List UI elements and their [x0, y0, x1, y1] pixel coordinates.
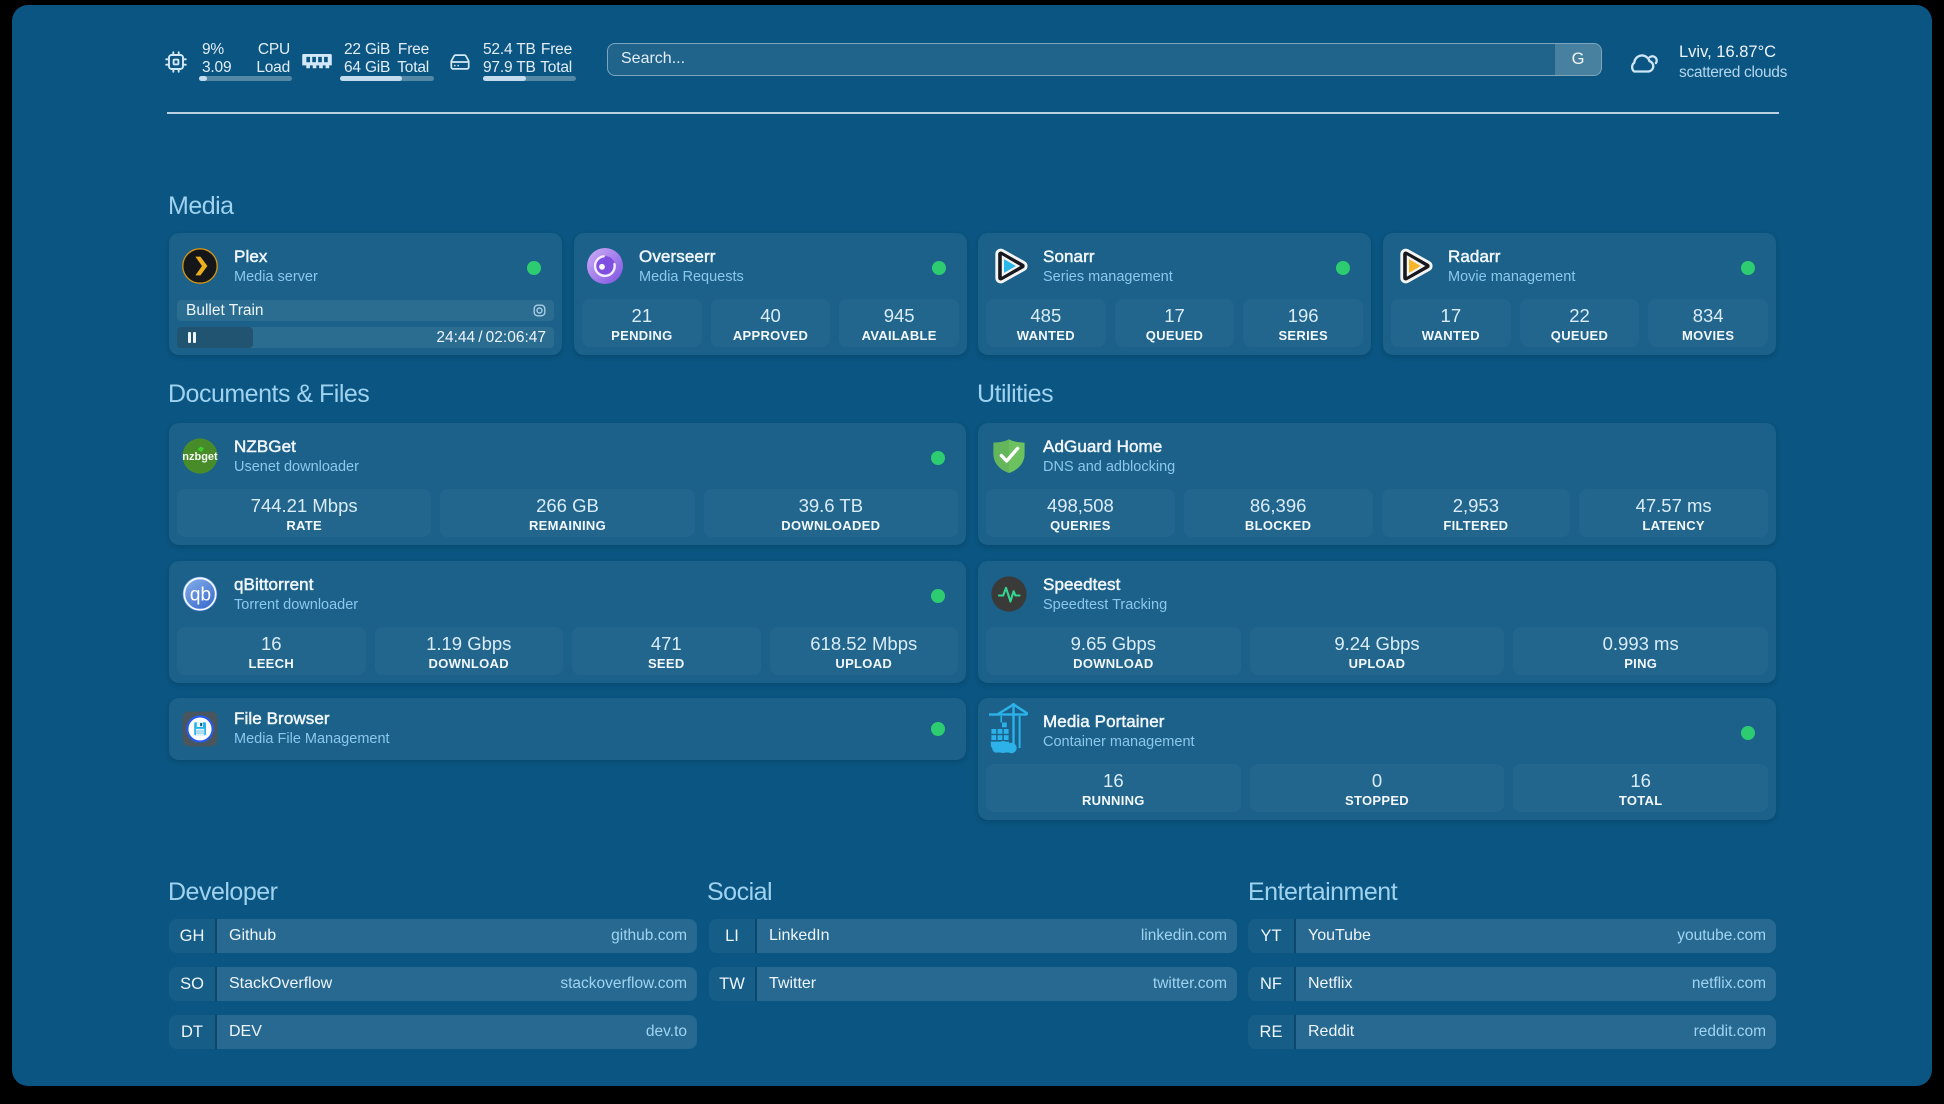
svg-text:qb: qb: [190, 585, 211, 606]
svg-text:nzbget: nzbget: [182, 451, 218, 463]
